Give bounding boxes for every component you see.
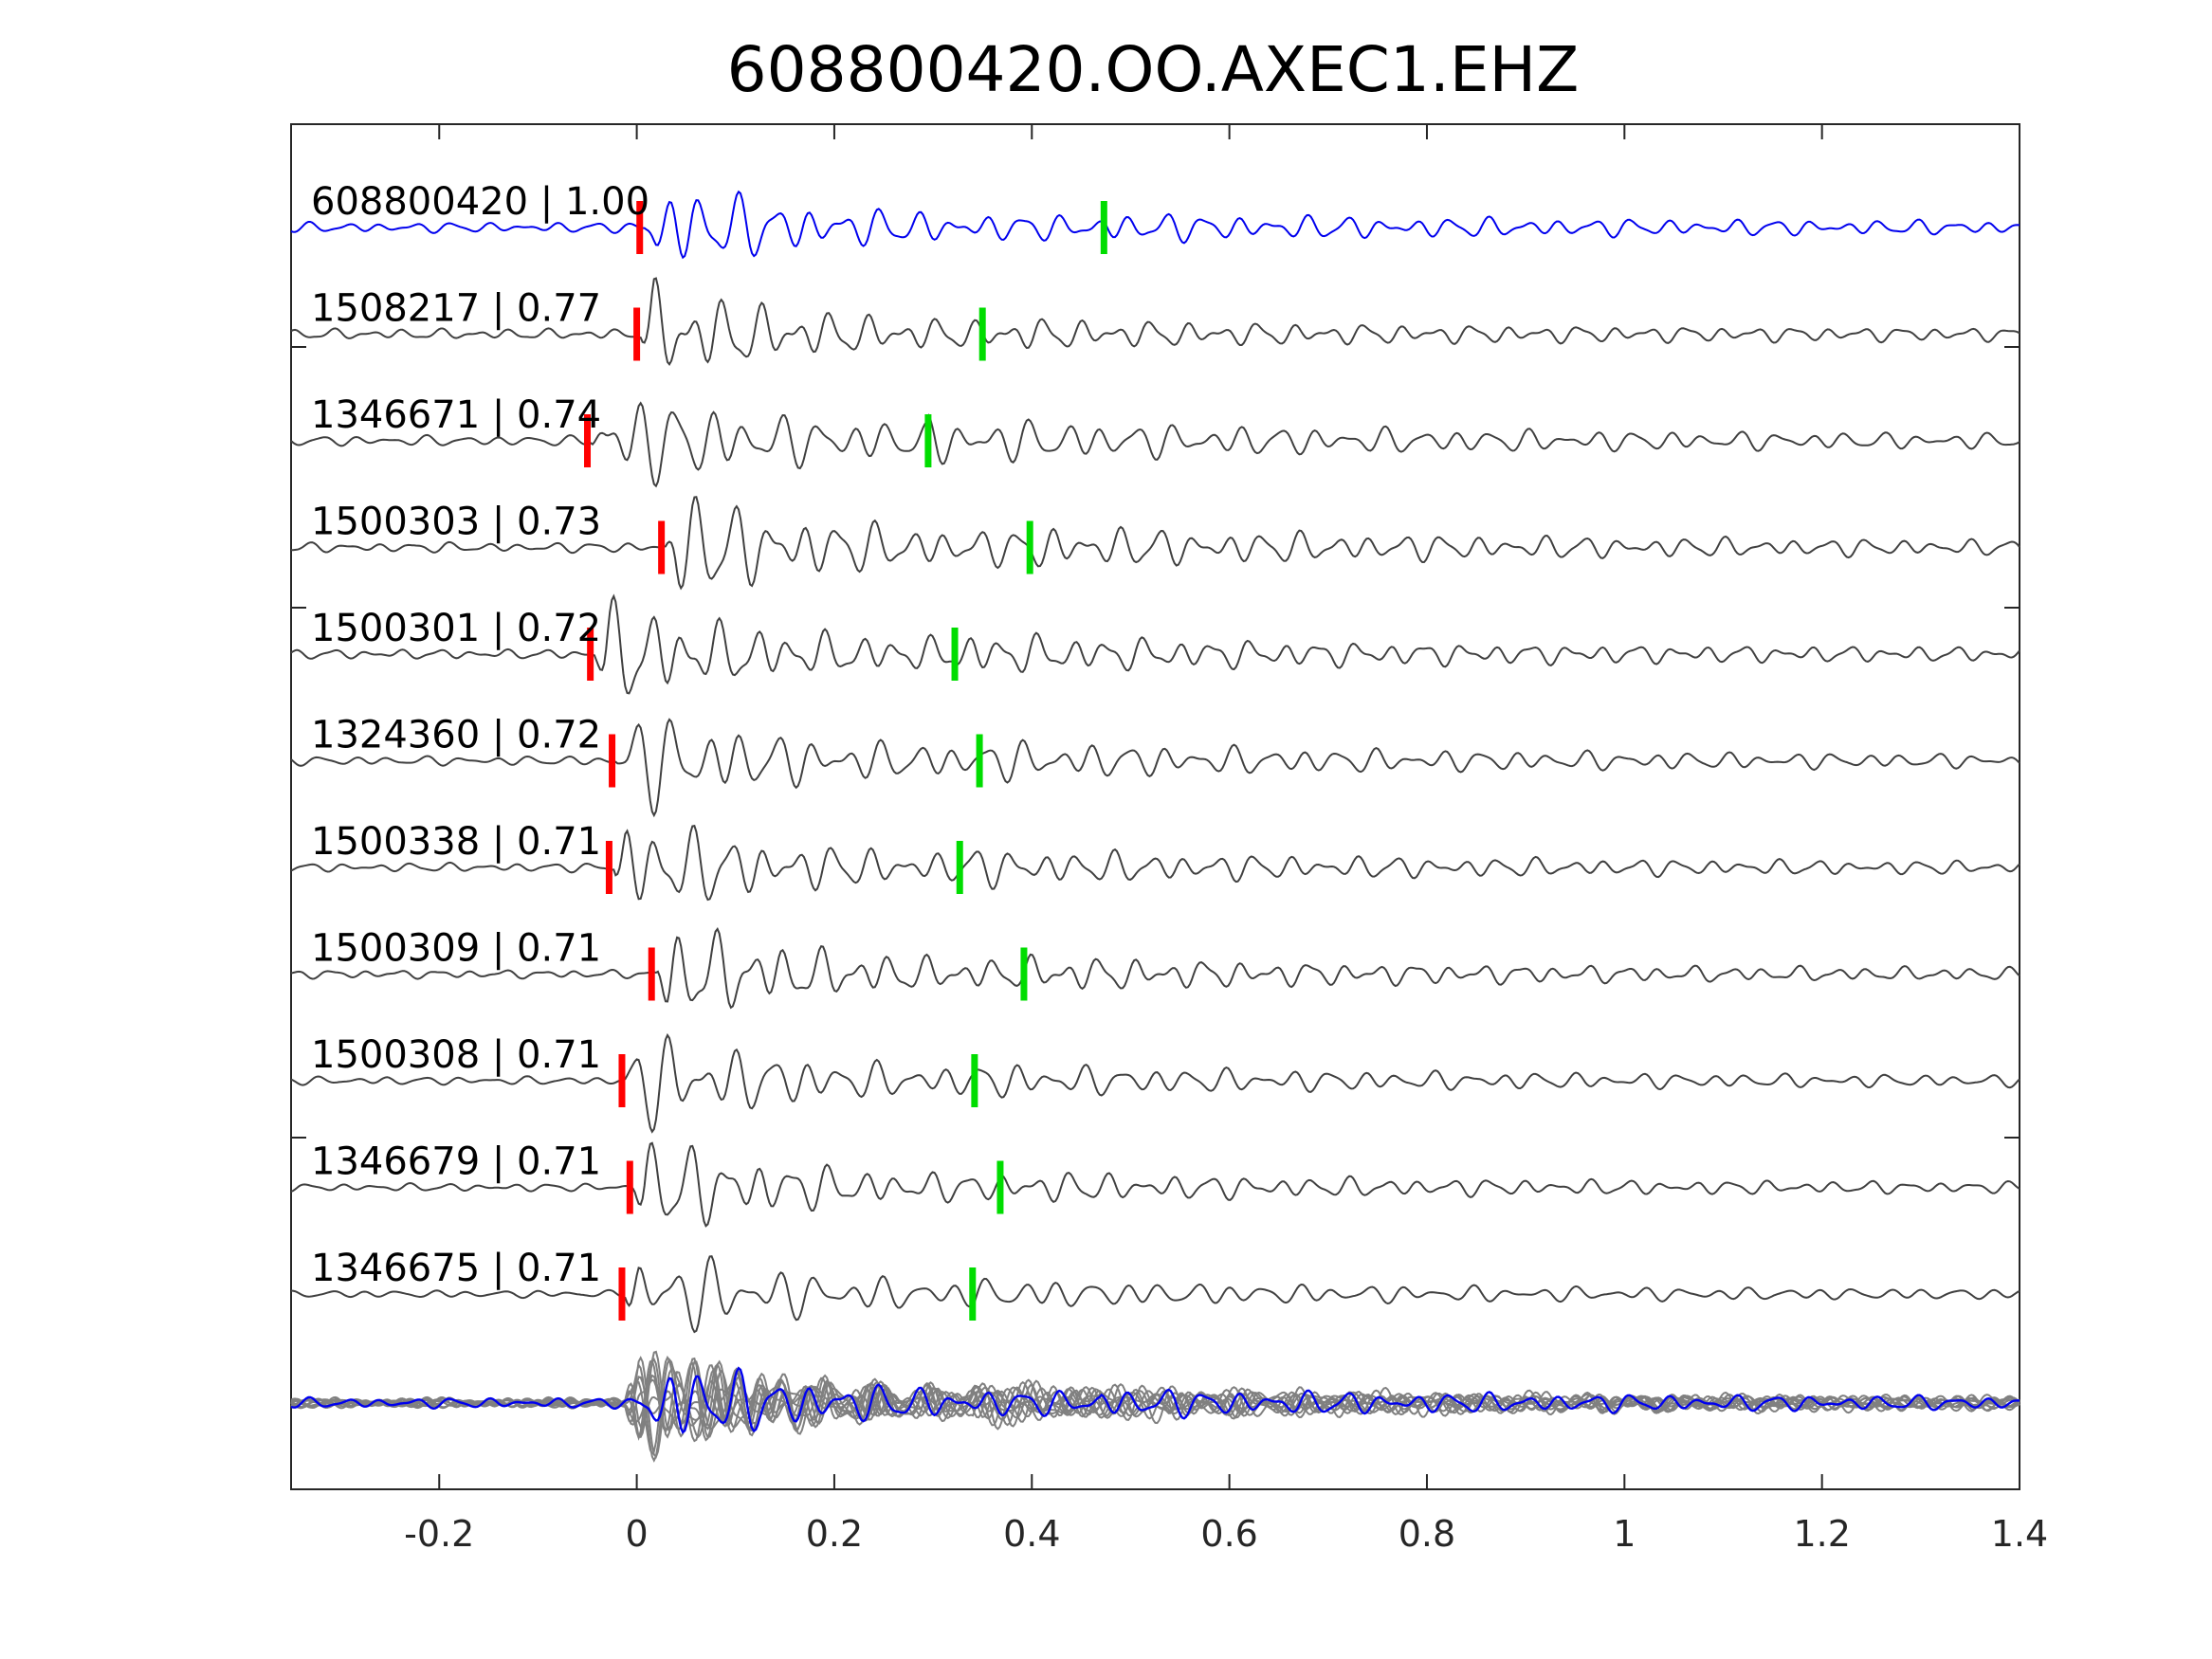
x-tick-label: 1.2 xyxy=(1793,1513,1850,1555)
seismogram-traces xyxy=(290,190,2020,1334)
trace-label: 1500309 | 0.71 xyxy=(311,927,601,971)
plot-area-frame xyxy=(290,123,2020,1490)
y-axis-ticks xyxy=(291,346,2020,1139)
x-tick-label: 0.4 xyxy=(1003,1513,1060,1555)
x-tick-label: -0.2 xyxy=(404,1513,474,1555)
x-tick-label: 0.2 xyxy=(806,1513,863,1555)
trace-labels: 608800420 | 1.00 1508217 | 0.77 1346671 | … xyxy=(311,180,649,1290)
trace-label: 1500301 | 0.72 xyxy=(311,607,601,650)
trace-line xyxy=(290,277,2020,367)
trace-label: 1500338 | 0.71 xyxy=(311,820,601,864)
overlay-trace-line xyxy=(291,1364,2020,1443)
trace-line xyxy=(290,718,2020,818)
trace-line xyxy=(290,593,2020,695)
x-tick-label: 0.8 xyxy=(1398,1513,1455,1555)
trace-line xyxy=(290,1032,2020,1134)
phase-picks xyxy=(584,201,1107,1321)
trace-label: 1508217 | 0.77 xyxy=(311,287,601,331)
trace-label: 1346679 | 0.71 xyxy=(311,1140,601,1184)
stacked-overlay-traces xyxy=(290,1350,2020,1463)
x-tick-label: 0.6 xyxy=(1200,1513,1257,1555)
trace-line xyxy=(290,824,2020,902)
trace-label: 1324360 | 0.72 xyxy=(311,714,601,757)
trace-label: 1346671 | 0.74 xyxy=(311,393,601,437)
trace-label: 1500308 | 0.71 xyxy=(311,1033,601,1077)
trace-line xyxy=(290,496,2020,591)
x-tick-label: 1.4 xyxy=(1991,1513,2048,1555)
x-tick-label: 0 xyxy=(626,1513,649,1555)
trace-line xyxy=(290,1141,2020,1228)
trace-label: 1346675 | 0.71 xyxy=(311,1247,601,1290)
trace-line xyxy=(290,927,2020,1010)
trace-line xyxy=(291,1255,2020,1334)
chart-title: 608800420.OO.AXEC1.EHZ xyxy=(727,33,1580,106)
x-axis: -0.2 0 0.2 0.4 0.6 0.8 1 1.2 1.4 xyxy=(404,124,2048,1555)
overlay-reference-line xyxy=(290,1366,2020,1434)
trace-label: 1500303 | 0.73 xyxy=(311,501,601,544)
trace-label: 608800420 | 1.00 xyxy=(311,180,649,224)
trace-line xyxy=(290,401,2020,488)
x-tick-label: 1 xyxy=(1613,1513,1636,1555)
trace-line xyxy=(290,190,2020,260)
